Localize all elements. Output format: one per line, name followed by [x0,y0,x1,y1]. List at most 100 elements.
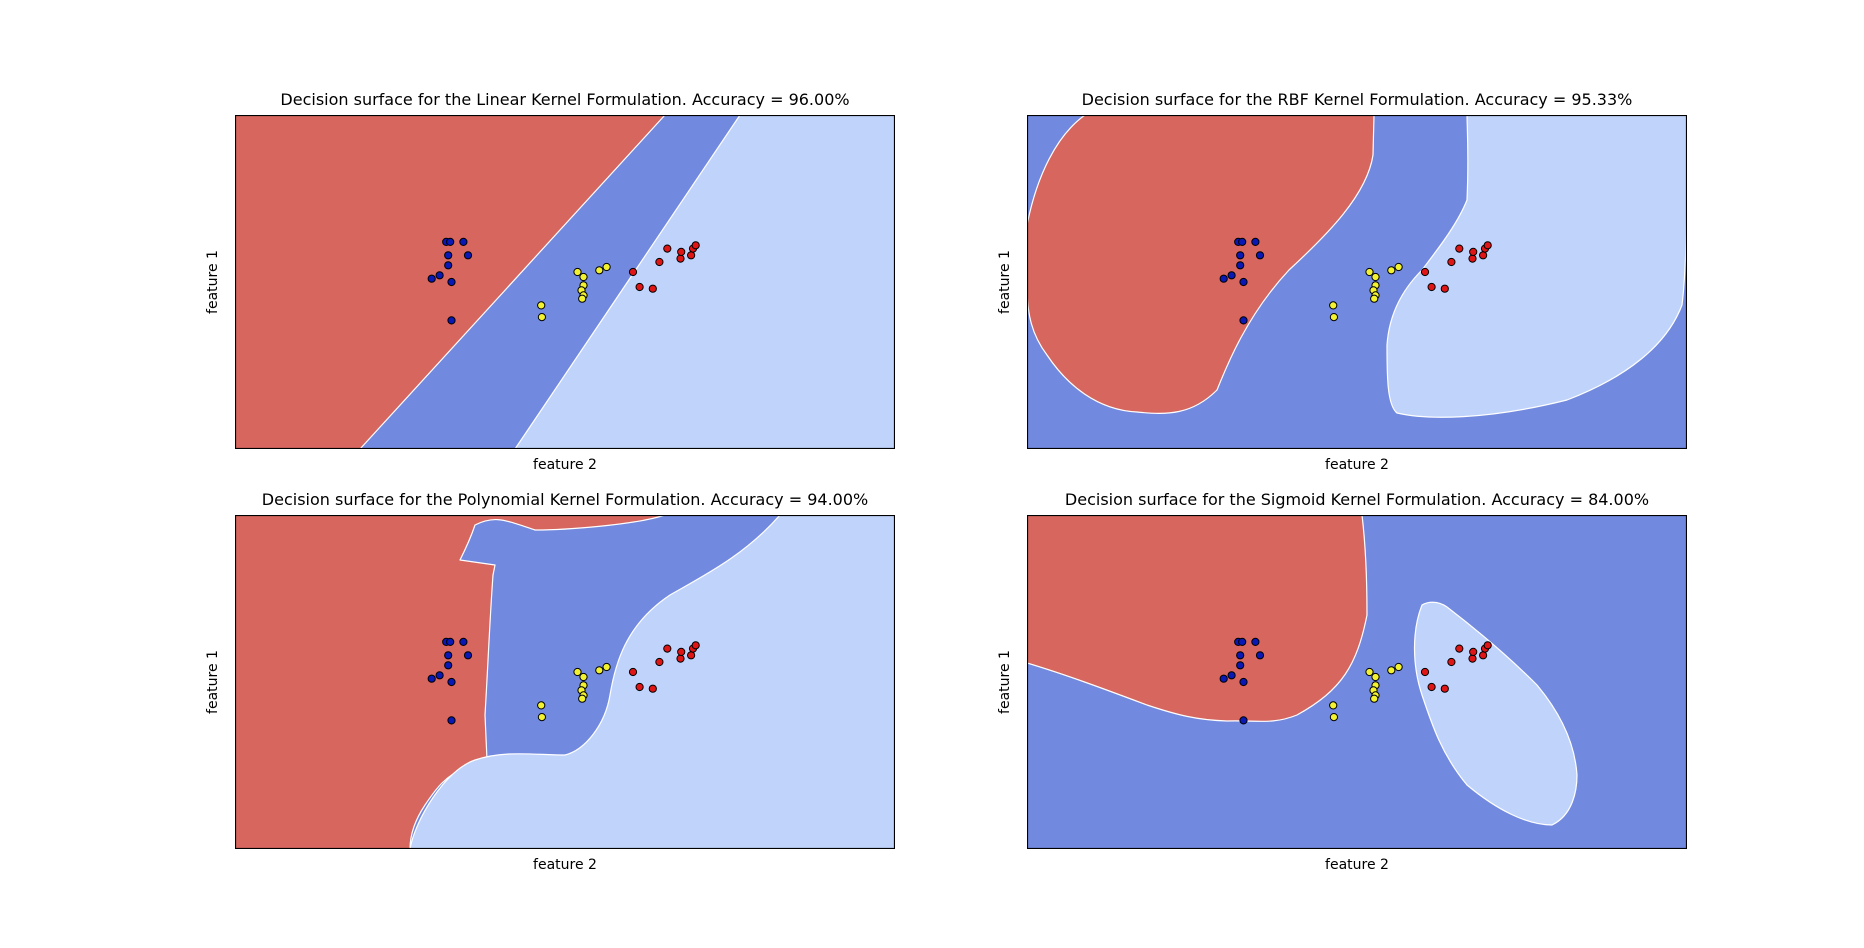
data-point-class-1 [1329,313,1338,322]
rbf-kernel-xlabel: feature 2 [1325,457,1389,473]
region-light-class [1413,601,1578,826]
data-point-class-1 [579,272,588,282]
region-light-class [409,515,895,849]
data-point-class-0 [447,316,456,325]
sigmoid-kernel-ylabel: feature 1 [997,650,1013,714]
data-point-class-1 [537,301,546,310]
data-point-class-2 [655,657,664,667]
data-point-class-2 [1447,257,1456,267]
data-point-class-1 [602,262,611,272]
data-point-class-2 [648,284,657,293]
data-point-class-1 [602,662,611,672]
data-point-class-0 [444,661,453,670]
data-point-class-2 [1420,667,1430,677]
data-point-class-2 [1447,657,1456,667]
data-point-class-2 [691,241,700,250]
rbf-kernel-plot [1027,115,1687,449]
data-point-class-0 [446,237,455,247]
data-point-class-0 [1227,271,1236,280]
data-point-class-2 [1440,684,1449,693]
data-point-class-0 [447,677,456,687]
data-point-class-0 [1239,677,1248,687]
rbf-kernel-title: Decision surface for the RBF Kernel Form… [1081,90,1633,109]
linear-kernel-ylabel: feature 1 [205,250,221,314]
data-point-class-1 [1365,667,1374,677]
data-point-class-2 [677,647,686,656]
data-point-class-0 [463,251,473,260]
data-point-class-2 [635,282,644,292]
data-point-class-2 [676,654,685,663]
polynomial-kernel-panel: Decision surface for the Polynomial Kern… [205,490,895,873]
data-point-class-1 [1371,272,1380,282]
data-point-class-1 [595,666,604,675]
data-point-class-1 [1394,262,1403,272]
data-point-class-1 [578,294,587,303]
data-point-class-0 [447,277,456,287]
data-point-class-0 [444,251,453,260]
data-point-class-2 [1440,284,1449,293]
data-point-class-2 [663,644,672,653]
data-point-class-0 [1238,237,1247,247]
data-point-class-0 [1255,651,1265,660]
axes-frame [235,115,895,449]
data-point-class-0 [463,651,473,660]
sigmoid-kernel-title: Decision surface for the Sigmoid Kernel … [1064,490,1650,509]
data-point-class-1 [537,713,546,722]
rbf-kernel-ylabel: feature 1 [997,250,1013,314]
data-point-class-0 [1236,251,1245,260]
data-point-class-1 [1371,672,1380,682]
data-point-class-2 [1469,247,1478,256]
data-point-class-1 [1387,266,1396,275]
data-point-class-1 [1370,294,1379,303]
data-point-class-1 [1370,694,1379,703]
data-point-class-0 [446,637,455,647]
data-point-class-1 [579,672,588,682]
data-point-class-0 [1251,637,1260,647]
data-point-class-0 [435,671,444,680]
polynomial-kernel-xlabel: feature 2 [533,857,597,873]
data-point-class-2 [677,247,686,256]
data-point-class-0 [459,237,468,247]
data-point-class-1 [1365,267,1374,277]
polynomial-kernel-ylabel: feature 1 [205,650,221,714]
sigmoid-kernel-plot [1027,515,1687,849]
data-point-class-0 [1236,661,1245,670]
data-point-class-2 [663,244,672,253]
data-point-class-2 [1420,267,1430,277]
data-point-class-1 [1329,713,1338,722]
region-light-class [1386,115,1687,418]
data-point-class-2 [1468,254,1477,263]
data-point-class-0 [459,637,468,647]
rbf-kernel-panel: Decision surface for the RBF Kernel Form… [997,90,1687,473]
data-point-class-0 [1238,637,1247,647]
region-red-class [1027,515,1368,722]
data-point-class-0 [1255,251,1265,260]
data-point-class-1 [1394,662,1403,672]
data-point-class-2 [1479,651,1488,660]
data-point-class-0 [1236,261,1245,270]
data-point-class-2 [628,667,638,677]
data-point-class-2 [1483,641,1492,650]
data-point-class-1 [595,266,604,275]
data-point-class-2 [687,651,696,660]
data-point-class-1 [1329,701,1338,710]
data-point-class-2 [635,682,644,692]
data-point-class-2 [628,267,638,277]
data-point-class-2 [648,684,657,693]
data-point-class-0 [1239,716,1248,725]
data-point-class-1 [1387,666,1396,675]
data-point-class-2 [1468,654,1477,663]
data-point-class-2 [676,254,685,263]
data-point-class-0 [1239,316,1248,325]
data-point-class-0 [1219,274,1228,283]
data-point-class-0 [1219,674,1228,683]
axes-frame [1027,115,1687,449]
data-point-class-0 [444,261,453,270]
region-light-class [514,115,895,449]
data-point-class-0 [447,716,456,725]
data-point-class-2 [1479,251,1488,260]
data-point-class-2 [1483,241,1492,250]
data-point-class-2 [1455,644,1464,653]
data-point-class-0 [1227,671,1236,680]
